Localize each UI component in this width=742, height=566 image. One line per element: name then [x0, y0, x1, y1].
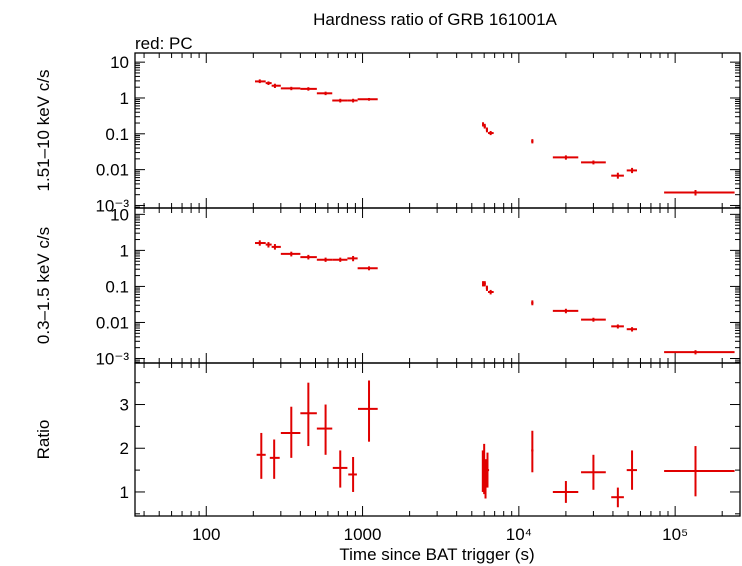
- legend-note: red: PC: [135, 34, 193, 53]
- data-point: [552, 308, 579, 314]
- data-point: [611, 172, 624, 179]
- data-point: [626, 450, 637, 490]
- data-point: [531, 430, 534, 473]
- y-tick-label: 1: [120, 89, 129, 108]
- data-point: [280, 406, 301, 458]
- data-point: [265, 242, 272, 248]
- data-point: [485, 285, 489, 291]
- data-point: [611, 487, 624, 508]
- data-point: [581, 160, 606, 165]
- data-point: [348, 456, 357, 492]
- panel-frame: [134, 52, 741, 209]
- data-point: [488, 130, 494, 136]
- data-point: [485, 127, 489, 133]
- data-point: [357, 97, 378, 101]
- data-point: [280, 86, 301, 91]
- data-point: [611, 324, 624, 329]
- data-point: [269, 439, 280, 479]
- data-point: [316, 404, 333, 455]
- data-point: [347, 255, 358, 262]
- data-point: [256, 432, 266, 479]
- data-point: [581, 454, 606, 490]
- y-tick-label: 10⁻³: [95, 349, 129, 368]
- panel-hard-band: 10 1 0.1 0.01 10⁻³ 1.51–10 keV c/s: [34, 52, 741, 215]
- data-point: [531, 300, 534, 306]
- data-point: [332, 98, 348, 103]
- data-point: [552, 155, 579, 160]
- data-point: [332, 257, 348, 262]
- y-tick-label: 3: [120, 396, 129, 415]
- data-point: [581, 317, 606, 322]
- x-tick-label: 1000: [344, 525, 382, 544]
- data-point: [664, 446, 735, 497]
- y-tick-label: 0.01: [96, 313, 129, 332]
- y-tick-label: 0.01: [96, 161, 129, 180]
- panel-ratio: 1 2 3 100 1000 10⁴ 10⁵ Ratio: [34, 362, 741, 544]
- x-axis-label: Time since BAT trigger (s): [339, 545, 534, 564]
- data-point: [357, 266, 378, 271]
- data-point: [300, 87, 317, 91]
- y-tick-label: 1: [120, 483, 129, 502]
- y-tick-label: 0.1: [105, 277, 129, 296]
- x-tick-label: 100: [192, 525, 220, 544]
- data-point: [483, 123, 486, 129]
- data-point: [484, 459, 487, 499]
- data-point: [271, 244, 281, 250]
- data-point: [531, 139, 534, 144]
- y-tick-label: 1: [120, 241, 129, 260]
- data-point: [488, 289, 494, 295]
- panel-frame: [134, 362, 741, 517]
- data-point: [254, 79, 266, 84]
- y-tick-label: 10⁻³: [95, 196, 129, 215]
- y-axis-label: Ratio: [34, 420, 53, 460]
- x-tick-label: 10⁴: [506, 525, 532, 544]
- data-point: [332, 450, 348, 488]
- chart-title: Hardness ratio of GRB 161001A: [313, 10, 557, 29]
- panel-frame: [134, 207, 741, 364]
- data-point: [271, 83, 281, 88]
- data-point: [486, 452, 490, 488]
- data-point: [664, 190, 735, 196]
- x-tick-label: 10⁵: [662, 525, 688, 544]
- data-point: [483, 281, 486, 287]
- data-point: [552, 481, 579, 503]
- data-point: [300, 254, 317, 260]
- y-tick-label: 2: [120, 439, 129, 458]
- data-point: [626, 327, 637, 332]
- y-tick-label: 0.1: [105, 125, 129, 144]
- data-point: [347, 98, 358, 103]
- data-point: [316, 91, 333, 96]
- y-axis-label: 1.51–10 keV c/s: [34, 70, 53, 192]
- data-point: [357, 380, 378, 442]
- y-axis-label: 0.3–1.5 keV c/s: [34, 227, 53, 344]
- data-point: [664, 350, 735, 355]
- data-point: [265, 81, 272, 86]
- data-point: [482, 122, 485, 127]
- data-point: [482, 281, 485, 287]
- data-point: [254, 240, 266, 246]
- data-point: [626, 167, 637, 174]
- data-point: [316, 257, 333, 262]
- data-point: [280, 251, 301, 257]
- panel-soft-band: 10 1 0.1 0.01 10⁻³ 0.3–1.5 keV c/s: [34, 205, 741, 368]
- data-point: [300, 382, 317, 447]
- y-tick-label: 10: [110, 205, 129, 224]
- y-tick-label: 10: [110, 53, 129, 72]
